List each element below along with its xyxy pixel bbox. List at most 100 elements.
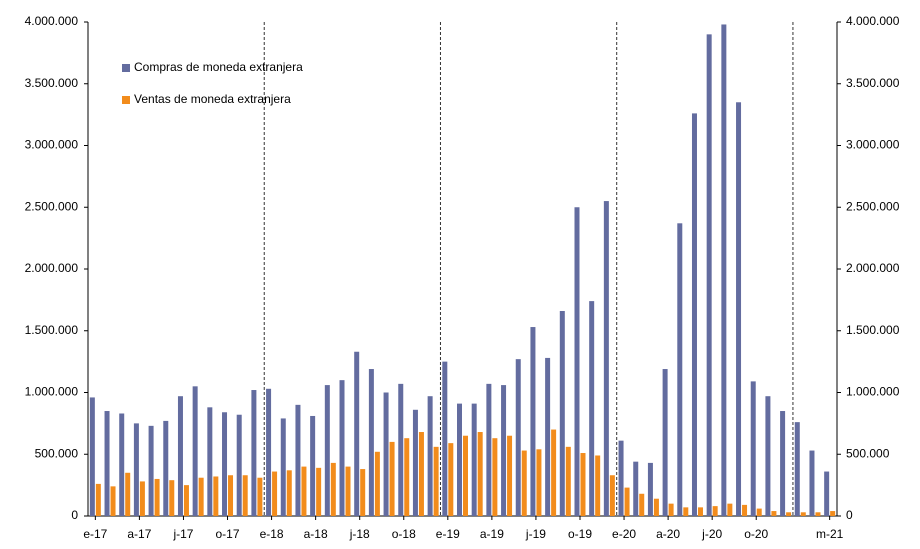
bar [633, 461, 639, 516]
bar [706, 34, 712, 516]
x-tick-label: j-17 [172, 527, 193, 541]
bar [765, 396, 771, 516]
y2-tick-label: 2.500.000 [846, 199, 900, 213]
bar [756, 508, 762, 516]
bar [139, 481, 145, 516]
bar [389, 441, 395, 516]
y-tick-label: 4.000.000 [25, 14, 79, 28]
y-tick-label: 1.500.000 [25, 323, 79, 337]
bar [345, 466, 351, 516]
x-tick-label: a-20 [656, 527, 680, 541]
bar [551, 429, 557, 516]
y-tick-label: 2.000.000 [25, 261, 79, 275]
x-tick-label: a-19 [480, 527, 504, 541]
bar [736, 102, 742, 517]
bar [360, 469, 366, 516]
bar [192, 386, 198, 516]
bar [324, 385, 330, 516]
bar [595, 455, 601, 516]
bar [545, 357, 551, 516]
bar [712, 506, 718, 516]
bar [530, 327, 536, 516]
y-tick-label: 500.000 [35, 446, 79, 460]
bar [589, 301, 595, 516]
y2-tick-label: 3.000.000 [846, 138, 900, 152]
x-tick-label: e-18 [260, 527, 284, 541]
bar [618, 440, 624, 516]
bar [286, 470, 292, 516]
legend-swatch [122, 96, 130, 104]
bar [574, 207, 580, 516]
bar [383, 392, 389, 516]
x-tick-label: j-20 [701, 527, 722, 541]
bar [433, 446, 439, 516]
bar [668, 503, 674, 516]
bar [697, 507, 703, 516]
y2-tick-label: 1.500.000 [846, 323, 900, 337]
bar [207, 407, 213, 516]
bar [750, 381, 756, 516]
bar [222, 412, 228, 516]
bar [295, 404, 301, 516]
bar [780, 411, 786, 516]
bar [330, 462, 336, 516]
x-tick-label: j-18 [349, 527, 370, 541]
x-tick-label: e-19 [436, 527, 460, 541]
bar [301, 466, 307, 516]
bar [228, 475, 234, 516]
x-tick-label: e-20 [612, 527, 636, 541]
bar [794, 422, 800, 516]
bar [236, 414, 242, 516]
bar [404, 438, 410, 516]
bar [418, 432, 424, 516]
y-tick-label: 3.500.000 [25, 76, 79, 90]
bar [653, 498, 659, 516]
y-tick-label: 1.000.000 [25, 385, 79, 399]
bar [639, 493, 645, 516]
bar [148, 425, 154, 516]
bar [477, 432, 483, 516]
bar [412, 409, 418, 516]
bar [536, 449, 542, 516]
bar [442, 361, 448, 516]
bar [559, 310, 565, 516]
bar [125, 472, 131, 516]
bar [354, 351, 360, 516]
legend-label: Ventas de moneda extranjera [134, 92, 291, 106]
y2-tick-label: 0 [846, 508, 853, 522]
bar [339, 380, 345, 516]
bar [316, 467, 322, 516]
bar [169, 480, 175, 516]
bar [565, 446, 571, 516]
y2-tick-label: 500.000 [846, 446, 890, 460]
bar [815, 512, 821, 516]
x-tick-label: e-17 [83, 527, 107, 541]
bar [95, 483, 101, 516]
x-tick-label: j-19 [525, 527, 546, 541]
bar [280, 418, 286, 516]
bar [603, 201, 609, 516]
bar [183, 485, 189, 516]
bar [721, 24, 727, 516]
bar [457, 403, 462, 516]
bar [213, 476, 219, 516]
bar [374, 451, 380, 516]
y2-tick-label: 3.500.000 [846, 76, 900, 90]
y2-tick-label: 4.000.000 [846, 14, 900, 28]
bar [830, 511, 836, 516]
bar [133, 423, 139, 516]
y-tick-label: 0 [71, 508, 78, 522]
bar [609, 475, 615, 516]
bar [786, 512, 792, 516]
bar [471, 403, 477, 516]
bar [448, 443, 454, 516]
bar [809, 450, 815, 516]
bar [427, 396, 433, 516]
bar [521, 450, 527, 516]
bar [110, 486, 116, 516]
x-tick-label: o-19 [568, 527, 592, 541]
bar [272, 471, 278, 516]
bar [154, 478, 160, 516]
bar [662, 369, 668, 516]
